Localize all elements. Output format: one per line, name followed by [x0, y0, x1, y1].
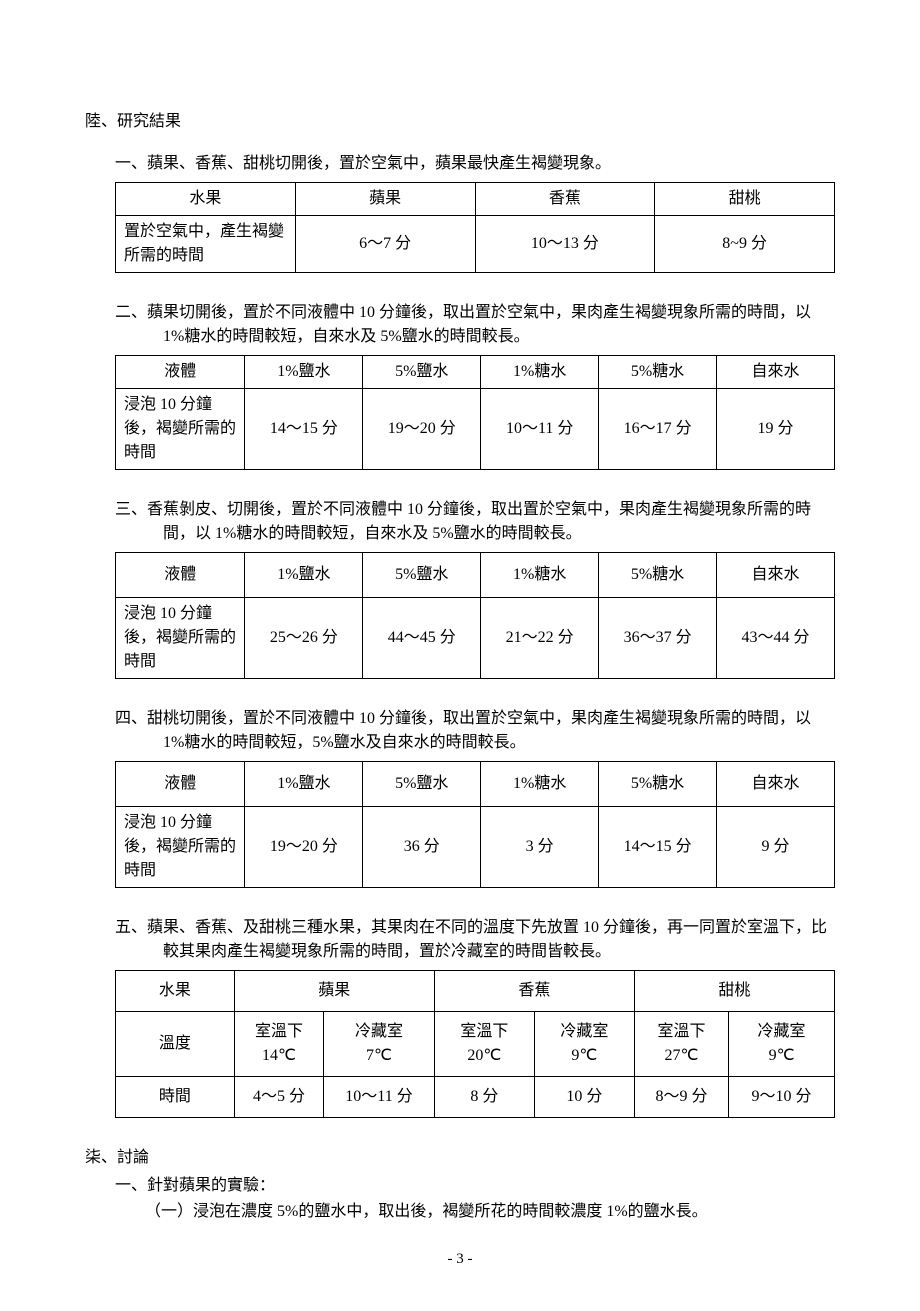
th: 5%糖水 — [599, 553, 717, 598]
item-3: 三、香蕉剝皮、切開後，置於不同液體中 10 分鐘後，取出置於空氣中，果肉產生褐變… — [85, 498, 835, 679]
table-3: 液體 1%鹽水 5%鹽水 1%糖水 5%糖水 自來水 浸泡 10 分鐘後，褐變所… — [115, 552, 835, 679]
item-2: 二、蘋果切開後，置於不同液體中 10 分鐘後，取出置於空氣中，果肉產生褐變現象所… — [85, 301, 835, 470]
th: 蘋果 — [234, 971, 434, 1012]
cell: 10～11 分 — [481, 389, 599, 470]
item-1-text: 一、蘋果、香蕉、甜桃切開後，置於空氣中，蘋果最快產生褐變現象。 — [115, 152, 835, 176]
cell: 室溫下14℃ — [234, 1012, 323, 1077]
row-label: 浸泡 10 分鐘後，褐變所需的時間 — [116, 598, 245, 679]
th: 甜桃 — [634, 971, 834, 1012]
item-3-text: 三、香蕉剝皮、切開後，置於不同液體中 10 分鐘後，取出置於空氣中，果肉產生褐變… — [115, 498, 835, 546]
cell: 冷藏室9℃ — [534, 1012, 634, 1077]
discussion-sub-1: 一、針對蘋果的實驗： — [85, 1174, 835, 1198]
cell: 25～26 分 — [245, 598, 363, 679]
cell: 10 分 — [534, 1077, 634, 1118]
cell: 4～5 分 — [234, 1077, 323, 1118]
cell: 10～13 分 — [475, 216, 655, 273]
cell: 14～15 分 — [599, 807, 717, 888]
th: 自來水 — [717, 356, 835, 389]
th: 5%鹽水 — [363, 553, 481, 598]
th: 蘋果 — [295, 183, 475, 216]
table-5: 水果 蘋果 香蕉 甜桃 溫度 室溫下14℃ 冷藏室7℃ 室溫下20℃ 冷藏室9℃… — [115, 970, 835, 1118]
cell: 36 分 — [363, 807, 481, 888]
th: 自來水 — [717, 762, 835, 807]
discussion-sub-1-1: （一）浸泡在濃度 5%的鹽水中，取出後，褐變所花的時間較濃度 1%的鹽水長。 — [85, 1200, 835, 1224]
th: 1%鹽水 — [245, 356, 363, 389]
th: 1%糖水 — [481, 553, 599, 598]
cell: 6～7 分 — [295, 216, 475, 273]
item-5: 五、蘋果、香蕉、及甜桃三種水果，其果肉在不同的溫度下先放置 10 分鐘後，再一同… — [85, 916, 835, 1118]
th: 液體 — [116, 762, 245, 807]
cell: 室溫下27℃ — [634, 1012, 728, 1077]
row-label: 時間 — [116, 1077, 235, 1118]
th: 5%糖水 — [599, 762, 717, 807]
row-label: 浸泡 10 分鐘後，褐變所需的時間 — [116, 807, 245, 888]
row-label: 溫度 — [116, 1012, 235, 1077]
cell: 8~9 分 — [655, 216, 835, 273]
th: 5%糖水 — [599, 356, 717, 389]
cell: 8 分 — [434, 1077, 534, 1118]
cell: 8～9 分 — [634, 1077, 728, 1118]
th: 1%糖水 — [481, 356, 599, 389]
cell: 19～20 分 — [245, 807, 363, 888]
th: 自來水 — [717, 553, 835, 598]
th: 1%鹽水 — [245, 553, 363, 598]
row-label: 置於空氣中，產生褐變所需的時間 — [116, 216, 296, 273]
table-4: 液體 1%鹽水 5%鹽水 1%糖水 5%糖水 自來水 浸泡 10 分鐘後，褐變所… — [115, 761, 835, 888]
cell: 9～10 分 — [729, 1077, 835, 1118]
item-4: 四、甜桃切開後，置於不同液體中 10 分鐘後，取出置於空氣中，果肉產生褐變現象所… — [85, 707, 835, 888]
cell: 14～15 分 — [245, 389, 363, 470]
cell: 冷藏室9℃ — [729, 1012, 835, 1077]
th: 水果 — [116, 971, 235, 1012]
th: 水果 — [116, 183, 296, 216]
row-label: 浸泡 10 分鐘後，褐變所需的時間 — [116, 389, 245, 470]
cell: 19～20 分 — [363, 389, 481, 470]
cell: 9 分 — [717, 807, 835, 888]
th: 香蕉 — [475, 183, 655, 216]
cell: 44～45 分 — [363, 598, 481, 679]
th: 5%鹽水 — [363, 356, 481, 389]
th: 1%糖水 — [481, 762, 599, 807]
cell: 19 分 — [717, 389, 835, 470]
th: 液體 — [116, 356, 245, 389]
section-6-header: 陸、研究結果 — [85, 110, 835, 134]
cell: 43～44 分 — [717, 598, 835, 679]
th: 香蕉 — [434, 971, 634, 1012]
page-number: - 3 - — [85, 1248, 835, 1271]
table-1: 水果 蘋果 香蕉 甜桃 置於空氣中，產生褐變所需的時間 6～7 分 10～13 … — [115, 182, 835, 273]
th: 甜桃 — [655, 183, 835, 216]
cell: 16～17 分 — [599, 389, 717, 470]
section-7-header: 柒、討論 — [85, 1146, 835, 1170]
item-1: 一、蘋果、香蕉、甜桃切開後，置於空氣中，蘋果最快產生褐變現象。 水果 蘋果 香蕉… — [85, 152, 835, 273]
cell: 21～22 分 — [481, 598, 599, 679]
th: 液體 — [116, 553, 245, 598]
th: 1%鹽水 — [245, 762, 363, 807]
table-2: 液體 1%鹽水 5%鹽水 1%糖水 5%糖水 自來水 浸泡 10 分鐘後，褐變所… — [115, 355, 835, 470]
item-2-text: 二、蘋果切開後，置於不同液體中 10 分鐘後，取出置於空氣中，果肉產生褐變現象所… — [115, 301, 835, 349]
cell: 3 分 — [481, 807, 599, 888]
cell: 冷藏室7℃ — [324, 1012, 435, 1077]
item-4-text: 四、甜桃切開後，置於不同液體中 10 分鐘後，取出置於空氣中，果肉產生褐變現象所… — [115, 707, 835, 755]
cell: 36～37 分 — [599, 598, 717, 679]
th: 5%鹽水 — [363, 762, 481, 807]
item-5-text: 五、蘋果、香蕉、及甜桃三種水果，其果肉在不同的溫度下先放置 10 分鐘後，再一同… — [115, 916, 835, 964]
cell: 室溫下20℃ — [434, 1012, 534, 1077]
cell: 10～11 分 — [324, 1077, 435, 1118]
